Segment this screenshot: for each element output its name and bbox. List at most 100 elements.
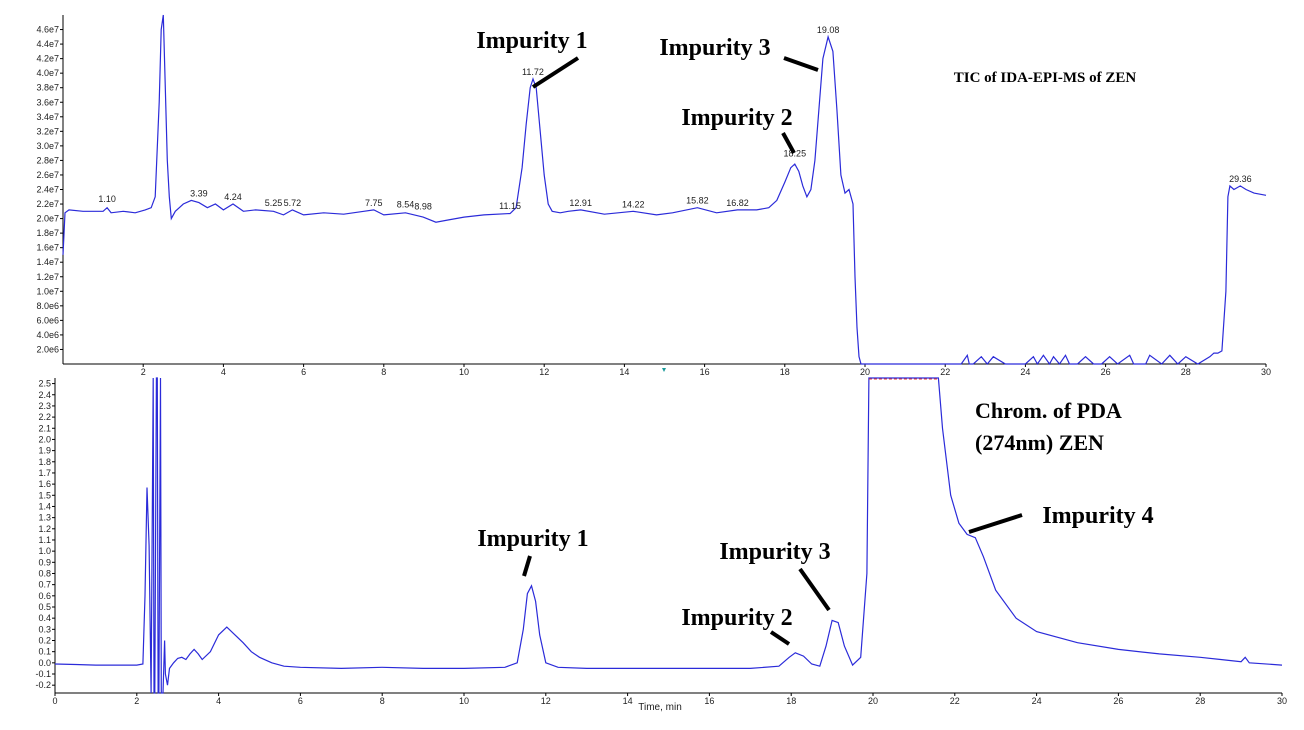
pda-x-tick-label: 0 <box>52 696 57 706</box>
annotation-leader-line <box>769 630 791 646</box>
tic-y-tick-label: 3.4e7 <box>36 112 59 122</box>
tic-x-tick-label: 26 <box>1101 367 1111 377</box>
pda-trace <box>54 377 1283 694</box>
tic-x-tick-label: 12 <box>539 367 549 377</box>
peak-label: 19.08 <box>817 25 840 35</box>
pda-x-tick-label: 20 <box>868 696 878 706</box>
pda-y-tick-label: 0.4 <box>38 613 51 623</box>
peak-label: 12.91 <box>569 198 592 208</box>
pda-y-tick-label: 1.5 <box>38 490 51 500</box>
tic-title: TIC of IDA-EPI-MS of ZEN <box>954 70 1137 86</box>
peak-label: 5.25 <box>265 198 283 208</box>
pda-y-tick-label: 1.2 <box>38 524 51 534</box>
pda-x-tick-label: 16 <box>704 696 714 706</box>
pda-y-tick-label: 1.0 <box>38 546 51 556</box>
pda-x-tick-label: 18 <box>786 696 796 706</box>
tic-y-tick-label: 3.6e7 <box>36 97 59 107</box>
annotation-leader-line <box>531 56 580 89</box>
tic-y-tick-label: 3.0e7 <box>36 141 59 151</box>
pda-x-tick-label: 4 <box>216 696 221 706</box>
peak-label: 14.22 <box>622 199 645 209</box>
peak-label: 16.82 <box>726 198 749 208</box>
tic-y-tick-label: 4.0e6 <box>36 330 59 340</box>
tic-y-tick-label: 6.0e6 <box>36 315 59 325</box>
pda-y-tick-label: 2.4 <box>38 390 51 400</box>
annotation-leader-line <box>783 56 819 72</box>
tic-y-tick-label: 1.2e7 <box>36 272 59 282</box>
tic-y-tick-label: 4.0e7 <box>36 68 59 78</box>
pda-x-tick-label: 24 <box>1032 696 1042 706</box>
pda-x-tick-label: 10 <box>459 696 469 706</box>
peak-label: 11.15 <box>499 201 521 211</box>
pda-y-tick-label: 2.0 <box>38 434 51 444</box>
peak-label: 15.82 <box>686 196 709 206</box>
pda-y-tick-label: 0.1 <box>38 647 51 657</box>
pda-y-tick-label: 1.1 <box>38 535 51 545</box>
tic-x-tick-label: 22 <box>940 367 950 377</box>
annotation-label: Impurity 3 <box>719 539 830 565</box>
pda-y-tick-label: 2.5 <box>38 379 51 389</box>
pda-y-tick-label: 1.7 <box>38 468 51 478</box>
annotation-leader-line <box>781 132 796 154</box>
tic-x-tick-label: 16 <box>700 367 710 377</box>
pda-x-tick-label: 8 <box>380 696 385 706</box>
annotation-leader-line <box>798 567 831 612</box>
tic-x-tick-label: 30 <box>1261 367 1271 377</box>
annotation-label: Impurity 3 <box>659 35 770 61</box>
pda-y-tick-label: 0.8 <box>38 568 51 578</box>
annotation-label: Impurity 1 <box>476 28 587 54</box>
pda-y-tick-label: 0.0 <box>38 658 51 668</box>
peak-label: 11.72 <box>522 67 544 77</box>
pda-y-tick-label: 0.2 <box>38 636 51 646</box>
tic-panel: 2.0e6 4.0e6 6.0e6 8.0e6 1.0e7 1.2e7 1.4e7 1.6e7… <box>36 14 1271 377</box>
tic-y-tick-label: 2.6e7 <box>36 170 59 180</box>
pda-y-tick-label: 1.4 <box>38 501 51 511</box>
pda-x-tick-label: 14 <box>623 696 633 706</box>
peak-label: 4.24 <box>224 192 242 202</box>
tic-y-tick-label: 1.0e7 <box>36 286 59 296</box>
peak-label: 29.36 <box>1229 174 1252 184</box>
peak-label: 7.75 <box>365 198 383 208</box>
time-marker-icon <box>662 368 666 372</box>
peak-label: 8.54 <box>397 199 415 209</box>
tic-x-tick-label: 24 <box>1020 367 1030 377</box>
pda-y-tick-label: -0.2 <box>35 680 51 690</box>
pda-x-tick-label: 12 <box>541 696 551 706</box>
pda-x-tick-label: 28 <box>1195 696 1205 706</box>
tic-x-tick-label: 4 <box>221 367 226 377</box>
tic-y-tick-label: 4.4e7 <box>36 39 59 49</box>
pda-x-tick-label: 30 <box>1277 696 1287 706</box>
peak-label: 18.25 <box>784 148 807 158</box>
tic-y-tick-label: 1.8e7 <box>36 228 59 238</box>
tic-y-tick-label: 2.0e7 <box>36 214 59 224</box>
tic-x-tick-label: 14 <box>619 367 629 377</box>
pda-y-tick-label: 1.6 <box>38 479 51 489</box>
pda-panel: -0.2-0.10.00.10.20.30.40.50.60.70.80.91.… <box>35 377 1287 713</box>
tic-y-tick-label: 2.0e6 <box>36 344 59 354</box>
tic-x-tick-label: 18 <box>780 367 790 377</box>
pda-x-tick-label: 2 <box>134 696 139 706</box>
tic-x-tick-label: 10 <box>459 367 469 377</box>
peak-label: 1.10 <box>98 194 116 204</box>
tic-x-tick-label: 8 <box>381 367 386 377</box>
pda-x-axis-title: Time, min <box>638 702 682 713</box>
peak-label: 5.72 <box>284 198 302 208</box>
annotation-label: Impurity 1 <box>477 526 588 552</box>
peak-label: 8.98 <box>414 201 432 211</box>
pda-y-tick-label: 0.7 <box>38 580 51 590</box>
pda-y-tick-label: 0.5 <box>38 602 51 612</box>
tic-y-tick-label: 3.8e7 <box>36 83 59 93</box>
annotation-label: Impurity 2 <box>681 105 792 131</box>
tic-y-tick-label: 3.2e7 <box>36 126 59 136</box>
pda-y-tick-label: 2.1 <box>38 423 51 433</box>
pda-y-tick-label: 2.3 <box>38 401 51 411</box>
pda-title-line-2: (274nm) ZEN <box>975 430 1104 455</box>
pda-y-tick-label: 1.8 <box>38 457 51 467</box>
annotation-leader-line <box>522 555 532 577</box>
peak-label: 3.39 <box>190 188 208 198</box>
tic-y-tick-label: 1.6e7 <box>36 243 59 253</box>
tic-x-tick-label: 6 <box>301 367 306 377</box>
tic-y-tick-label: 2.8e7 <box>36 155 59 165</box>
tic-x-tick-label: 28 <box>1181 367 1191 377</box>
